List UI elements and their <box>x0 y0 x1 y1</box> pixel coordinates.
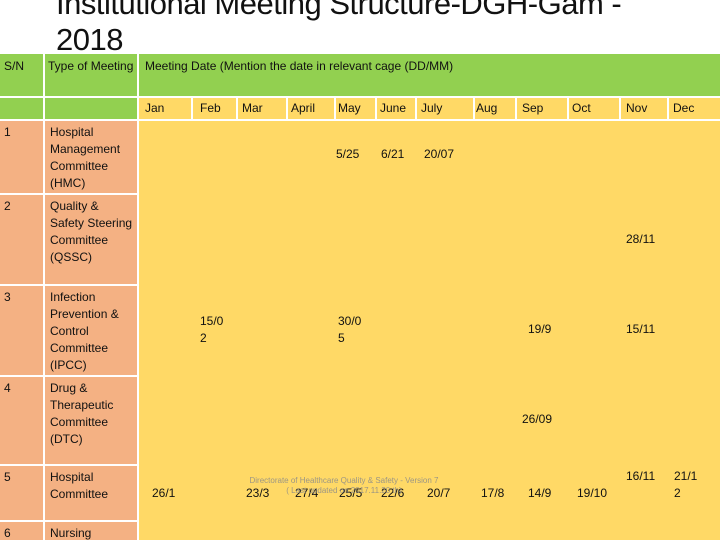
grid-line <box>191 96 193 120</box>
row-5-sn: 5 <box>0 465 44 521</box>
grid-line <box>473 96 475 120</box>
row-2-nov-date: 28/11 <box>626 232 656 246</box>
footer-note: Directorate of Healthcare Quality & Safe… <box>236 476 452 496</box>
row-1-may-date: 5/25 <box>336 147 360 161</box>
grid-line <box>0 284 138 286</box>
row-3-may-date: 30/0 5 <box>338 314 362 345</box>
month-feb: Feb <box>192 96 237 120</box>
month-apr: April <box>287 96 335 120</box>
month-aug: Aug <box>474 96 516 120</box>
month-jun: June <box>376 96 416 120</box>
row-3-sep-date: 19/9 <box>528 322 552 336</box>
footer-line-1: Directorate of Healthcare Quality & Safe… <box>249 476 439 485</box>
month-oct: Oct <box>568 96 620 120</box>
footer-line-2: ( Last updated on 2017.11.20 th) <box>286 486 402 495</box>
row-5-mar-date: 23/3 <box>246 486 270 500</box>
header-blank <box>0 96 138 120</box>
row-6-type: Nursing <box>44 521 138 540</box>
grid-line <box>619 96 621 120</box>
row-5-may-date: 25/5 <box>339 486 363 500</box>
month-sep: Sep <box>516 96 568 120</box>
grid-line <box>0 193 138 195</box>
grid-line <box>0 464 138 466</box>
row-1-sn: 1 <box>0 120 44 194</box>
row-5-oct-date: 19/10 <box>577 486 608 500</box>
grid-line <box>0 520 138 522</box>
month-jul: July <box>416 96 474 120</box>
grid-line <box>375 96 377 120</box>
row-1-june-date: 6/21 <box>381 147 405 161</box>
header-type: Type of Meeting <box>44 54 138 96</box>
grid-line <box>137 54 139 540</box>
month-may: May <box>335 96 376 120</box>
row-3-sn: 3 <box>0 285 44 376</box>
row-5-sep-date: 14/9 <box>528 486 552 500</box>
row-4-type: Drug & Therapeutic Committee (DTC) <box>44 376 138 465</box>
grid-line <box>0 119 720 121</box>
row-4-sn: 4 <box>0 376 44 465</box>
row-5-dec-date: 21/1 2 <box>674 469 698 500</box>
grid-line <box>515 96 517 120</box>
header-sn: S/N <box>0 54 44 96</box>
month-dec: Dec <box>668 96 720 120</box>
grid-line <box>236 96 238 120</box>
row-4-sep-date: 26/09 <box>522 412 553 426</box>
date-area <box>138 120 720 540</box>
row-5-july-date: 20/7 <box>427 486 451 500</box>
page-title: Institutional Meeting Structure-DGH-Gam … <box>56 0 622 57</box>
grid-line <box>667 96 669 120</box>
month-jan: Jan <box>138 96 192 120</box>
row-5-nov-date: 16/11 <box>626 469 656 483</box>
grid-line <box>286 96 288 120</box>
row-2-sn: 2 <box>0 194 44 285</box>
row-1-july-date: 20/07 <box>424 147 455 161</box>
row-3-type: Infection Prevention & Control Committee… <box>44 285 138 376</box>
row-5-aug-date: 17/8 <box>481 486 505 500</box>
row-5-jan-date: 26/1 <box>152 486 176 500</box>
row-6-sn: 6 <box>0 521 44 540</box>
row-5-apr-date: 27/4 <box>295 486 319 500</box>
grid-line <box>567 96 569 120</box>
month-nov: Nov <box>620 96 668 120</box>
month-mar: Mar <box>237 96 287 120</box>
grid-line <box>415 96 417 120</box>
row-2-type: Quality & Safety Steering Committee (QSS… <box>44 194 138 285</box>
grid-line <box>334 96 336 120</box>
grid-line <box>0 96 720 98</box>
grid-line <box>43 54 45 540</box>
row-1-type: Hospital Management Committee (HMC) <box>44 120 138 194</box>
grid-line <box>0 375 138 377</box>
row-3-feb-date: 15/0 2 <box>200 314 224 345</box>
row-3-nov-date: 15/11 <box>626 322 656 336</box>
header-meeting-date: Meeting Date (Mention the date in releva… <box>138 54 720 96</box>
row-5-type: Hospital Committee <box>44 465 138 521</box>
row-5-june-date: 22/6 <box>381 486 405 500</box>
